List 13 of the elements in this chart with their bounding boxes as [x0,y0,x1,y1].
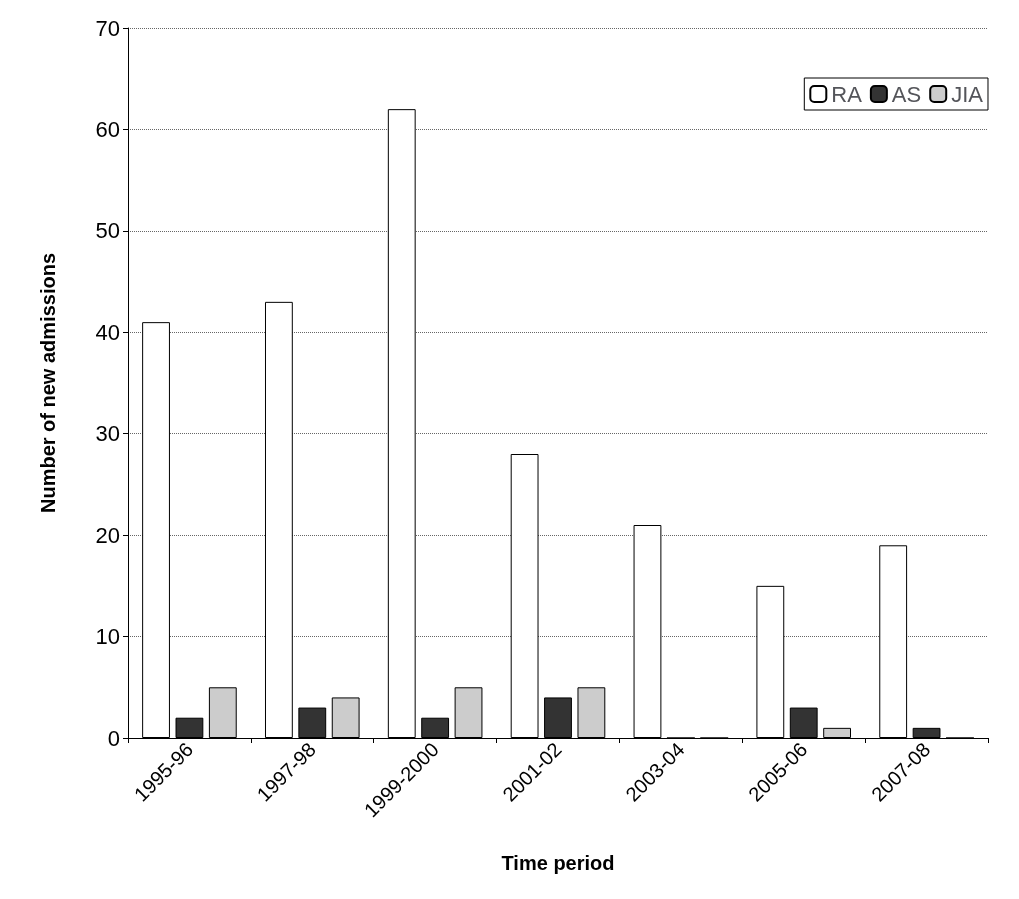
legend-label: AS [891,81,922,107]
y-tick-label: 10 [95,624,120,650]
y-tick-label: 60 [95,116,120,142]
legend-label: RA [831,81,863,107]
y-tick-label: 70 [95,15,120,41]
y-tick-label: 30 [95,421,120,447]
y-tick-label: 0 [107,725,120,751]
legend-label: JIA [951,81,984,107]
y-axis-title: Number of new admissions [37,252,59,514]
y-tick-label: 40 [95,319,120,345]
y-tick-label: 20 [95,522,120,548]
y-tick-label: 50 [95,218,120,244]
x-axis-title: Time period [501,852,615,874]
